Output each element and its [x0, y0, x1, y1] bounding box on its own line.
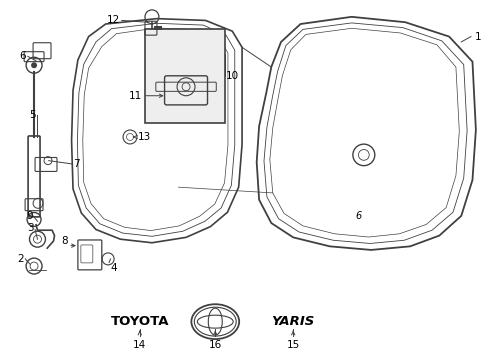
Text: 7: 7	[73, 159, 80, 169]
Text: 15: 15	[286, 339, 299, 350]
Text: 2: 2	[18, 254, 24, 264]
Text: 4: 4	[110, 263, 117, 273]
Text: 10: 10	[225, 71, 239, 81]
Text: 1: 1	[473, 32, 480, 41]
Bar	[157, 26, 160, 30]
Text: TOYOTA: TOYOTA	[110, 315, 169, 328]
Text: 13: 13	[137, 132, 150, 142]
Text: 11: 11	[129, 91, 142, 101]
Text: YARIS: YARIS	[271, 315, 314, 328]
Bar	[154, 26, 157, 30]
Text: 14: 14	[133, 339, 146, 350]
Text: 6: 6	[355, 211, 361, 221]
Bar	[159, 26, 162, 30]
Text: 5: 5	[29, 111, 36, 121]
Text: 9: 9	[26, 211, 33, 221]
Text: 3: 3	[27, 224, 34, 233]
Text: 16: 16	[208, 339, 222, 350]
Circle shape	[31, 62, 37, 68]
Text: 8: 8	[61, 236, 68, 246]
Text: 6: 6	[20, 51, 26, 61]
Bar	[144, 30, 224, 123]
Text: 12: 12	[107, 15, 120, 26]
